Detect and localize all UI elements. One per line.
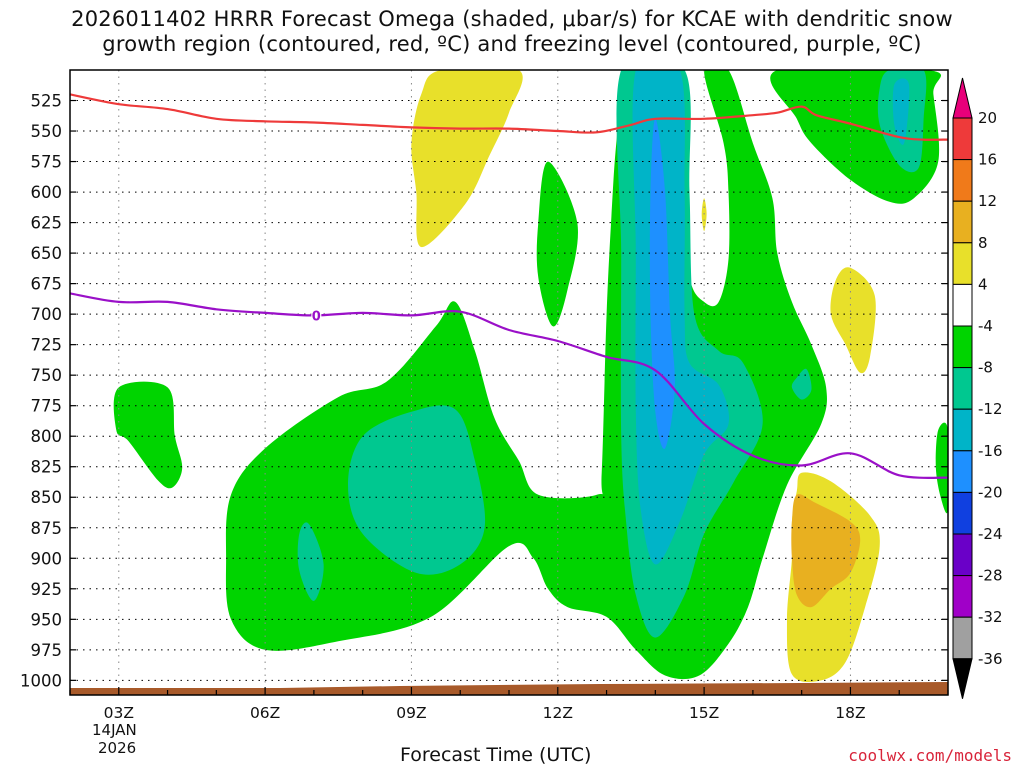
y-tick-label: 925 (31, 580, 63, 599)
omega-region-17 (892, 78, 910, 145)
colorbar-label: -28 (978, 567, 1003, 585)
omega-region-5 (791, 494, 861, 608)
y-tick-label: 750 (31, 366, 63, 385)
y-tick-label: 625 (31, 214, 63, 233)
chart-title-line-2: growth region (contoured, red, ºC) and f… (102, 32, 922, 56)
x-tick-label-06Z: 06Z (250, 704, 280, 722)
x-tick-label-12Z: 12Z (543, 704, 573, 722)
x-tick-label-18Z: 18Z (835, 704, 865, 722)
y-tick-label: 825 (31, 458, 63, 477)
colorbar-segment-5 (952, 283, 973, 327)
colorbar-label: 16 (978, 151, 997, 169)
y-tick-label: 900 (31, 549, 63, 568)
y-tick-label: 725 (31, 336, 63, 355)
site-credit: coolwx.com/models (848, 746, 1012, 765)
x-tick-label-09Z: 09Z (396, 704, 426, 722)
x-axis-title: Forecast Time (UTC) (400, 744, 592, 766)
y-tick-label: 600 (31, 183, 63, 202)
omega-region-8 (536, 161, 578, 327)
chart-title-line-1: 2026011402 HRRR Forecast Omega (shaded, … (71, 7, 953, 31)
colorbar-label: -24 (978, 525, 1003, 543)
y-tick-label: 525 (31, 92, 63, 111)
colorbar-label: -20 (978, 483, 1003, 501)
date-label-day: 14JAN (92, 721, 137, 739)
y-tick-label: 575 (31, 153, 63, 172)
y-tick-label: 675 (31, 275, 63, 294)
colorbar-label: -16 (978, 442, 1003, 460)
colorbar-segment-10 (952, 491, 973, 535)
colorbar-segment-7 (952, 367, 973, 410)
colorbar-label: -36 (978, 650, 1003, 668)
y-tick-label: 975 (31, 641, 63, 660)
y-tick-label: 875 (31, 519, 63, 538)
date-label-year: 2026 (98, 739, 137, 757)
y-tick-label: 700 (31, 305, 63, 324)
colorbar-segment-3 (952, 200, 973, 244)
colorbar-label: 12 (978, 192, 997, 210)
colorbar-segment-11 (952, 533, 973, 577)
omega-region-12 (297, 522, 324, 602)
colorbar-label: 4 (978, 275, 988, 293)
x-tick-label-15Z: 15Z (689, 704, 719, 722)
colorbar-label: -12 (978, 400, 1003, 418)
colorbar-segment-1 (952, 117, 973, 161)
omega-region-9 (113, 381, 183, 489)
omega-region-2 (830, 267, 876, 374)
y-tick-label: 800 (31, 427, 63, 446)
colorbar-segment-2 (952, 159, 973, 202)
colorbar-bottom-arrow (952, 658, 973, 699)
omega-region-0 (411, 70, 523, 248)
colorbar-segment-9 (952, 450, 973, 493)
omega-region-11 (348, 405, 486, 575)
y-tick-label: 1000 (20, 671, 62, 690)
colorbar-segment-12 (952, 575, 973, 618)
freezing-level-label-bg (311, 308, 322, 322)
omega-region-15 (791, 368, 812, 400)
y-tick-label: 775 (31, 397, 63, 416)
colorbar-top-arrow (952, 77, 973, 119)
freezing-level-label: 0 (312, 309, 321, 324)
dendritic-growth-contour (70, 93, 948, 141)
colorbar-segment-8 (952, 408, 973, 452)
colorbar-segment-6 (952, 325, 973, 369)
colorbar-label: -4 (978, 317, 993, 335)
colorbar-label: -32 (978, 608, 1003, 626)
colorbar-label: 20 (978, 109, 997, 127)
y-tick-label: 950 (31, 610, 63, 629)
colorbar-segment-13 (952, 616, 973, 660)
colorbar-segment-4 (952, 242, 973, 285)
colorbar-label: 8 (978, 234, 988, 252)
colorbar-label: -8 (978, 359, 993, 377)
freezing-level-contour (70, 292, 948, 479)
ground-surface (70, 682, 948, 695)
omega-region-3 (701, 198, 707, 232)
y-tick-label: 850 (31, 488, 63, 507)
y-tick-label: 650 (31, 244, 63, 263)
y-tick-label: 550 (31, 122, 63, 141)
omega-region-10 (935, 422, 948, 514)
x-tick-label-03Z: 03Z (104, 704, 134, 722)
